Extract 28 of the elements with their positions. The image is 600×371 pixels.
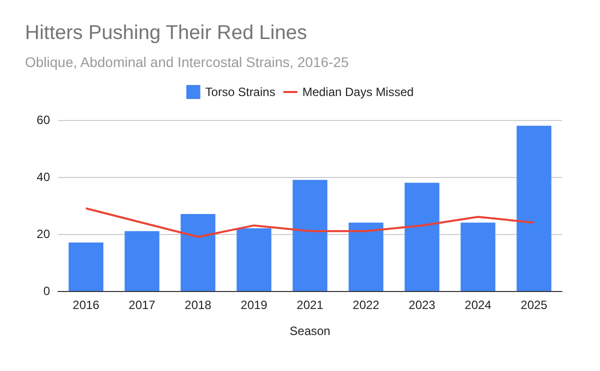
bar	[236, 228, 272, 291]
x-tick-label: 2016	[72, 298, 100, 312]
x-tick-label: 2025	[520, 298, 548, 312]
chart-title: Hitters Pushing Their Red Lines	[25, 22, 307, 44]
bar	[460, 222, 496, 291]
y-tick-label: 0	[43, 284, 50, 298]
chart-subtitle: Oblique, Abdominal and Intercostal Strains, 2016-25	[25, 54, 349, 70]
y-tick-label: 60	[36, 113, 50, 127]
bar	[68, 242, 104, 291]
x-tick-label: 2022	[352, 298, 380, 312]
x-tick-label: 2017	[128, 298, 156, 312]
x-tick-label: 2019	[240, 298, 268, 312]
legend-label: Torso Strains	[205, 85, 276, 99]
line-series	[85, 207, 535, 238]
bar	[292, 180, 328, 291]
x-tick-label: 2024	[464, 298, 492, 312]
x-axis-title: Season	[290, 324, 330, 338]
bar	[348, 222, 384, 291]
bar	[516, 126, 552, 291]
bar	[404, 182, 440, 291]
x-tick-label: 2023	[408, 298, 436, 312]
bar	[180, 214, 216, 291]
x-tick-label: 2021	[296, 298, 324, 312]
y-tick-label: 20	[36, 227, 50, 241]
x-tick-label: 2018	[184, 298, 212, 312]
bar	[124, 231, 160, 291]
legend-label: Median Days Missed	[302, 85, 414, 99]
y-tick-label: 40	[36, 170, 50, 184]
